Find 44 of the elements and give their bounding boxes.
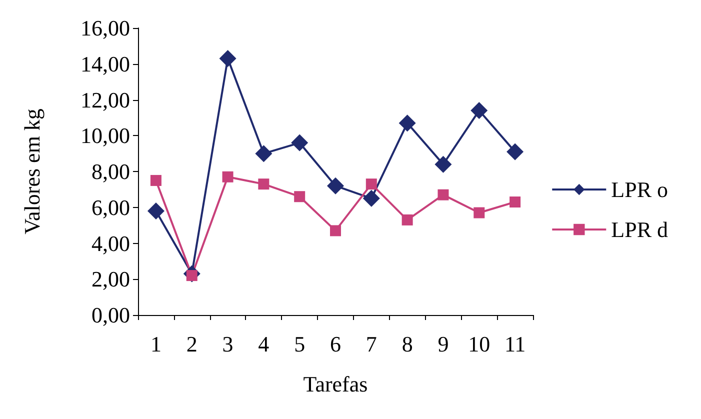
- point: [291, 134, 308, 152]
- y-tick-label: 4,00: [92, 230, 130, 256]
- x-tick-label: 9: [438, 332, 449, 356]
- point: [150, 174, 162, 186]
- point: [147, 202, 164, 220]
- y-tick-label: 8,00: [92, 159, 130, 184]
- point: [438, 189, 449, 200]
- x-axis-title: Tarefas: [303, 372, 368, 396]
- y-tick-label: 10,00: [80, 123, 130, 148]
- y-tick-label: 14,00: [80, 51, 130, 76]
- legend-label: LPR d: [611, 217, 668, 242]
- x-tick-label: 2: [186, 332, 198, 356]
- x-tick-label: 10: [468, 332, 490, 356]
- x-tick-label: 1: [150, 332, 162, 356]
- x-tick-label: 11: [504, 332, 526, 356]
- point: [402, 214, 413, 226]
- x-tick-label: 6: [330, 332, 341, 356]
- y-tick-label: 0,00: [92, 302, 130, 328]
- point: [506, 143, 524, 160]
- point: [366, 178, 377, 190]
- point: [219, 50, 236, 67]
- x-tick-label: 7: [366, 332, 377, 356]
- point: [327, 177, 344, 194]
- point: [258, 178, 270, 190]
- x-tick-label: 8: [402, 332, 413, 356]
- y-tick-label: 16,00: [80, 16, 130, 40]
- point: [294, 191, 306, 202]
- legend-label: LPR o: [611, 177, 668, 202]
- x-tick-label: 5: [294, 332, 306, 356]
- point: [398, 114, 416, 132]
- point: [434, 156, 452, 173]
- point: [362, 190, 380, 207]
- point: [470, 102, 488, 120]
- x-tick-label: 3: [222, 332, 234, 356]
- x-tick-label: 4: [258, 332, 270, 356]
- point: [255, 145, 272, 162]
- point: [474, 207, 485, 218]
- y-axis-title: Valores em kg: [20, 108, 44, 234]
- y-tick-label: 6,00: [92, 194, 130, 220]
- point: [330, 225, 341, 236]
- y-tick-label: 12,00: [80, 87, 130, 112]
- point: [222, 171, 234, 182]
- point: [510, 196, 521, 208]
- y-tick-label: 2,00: [92, 266, 130, 292]
